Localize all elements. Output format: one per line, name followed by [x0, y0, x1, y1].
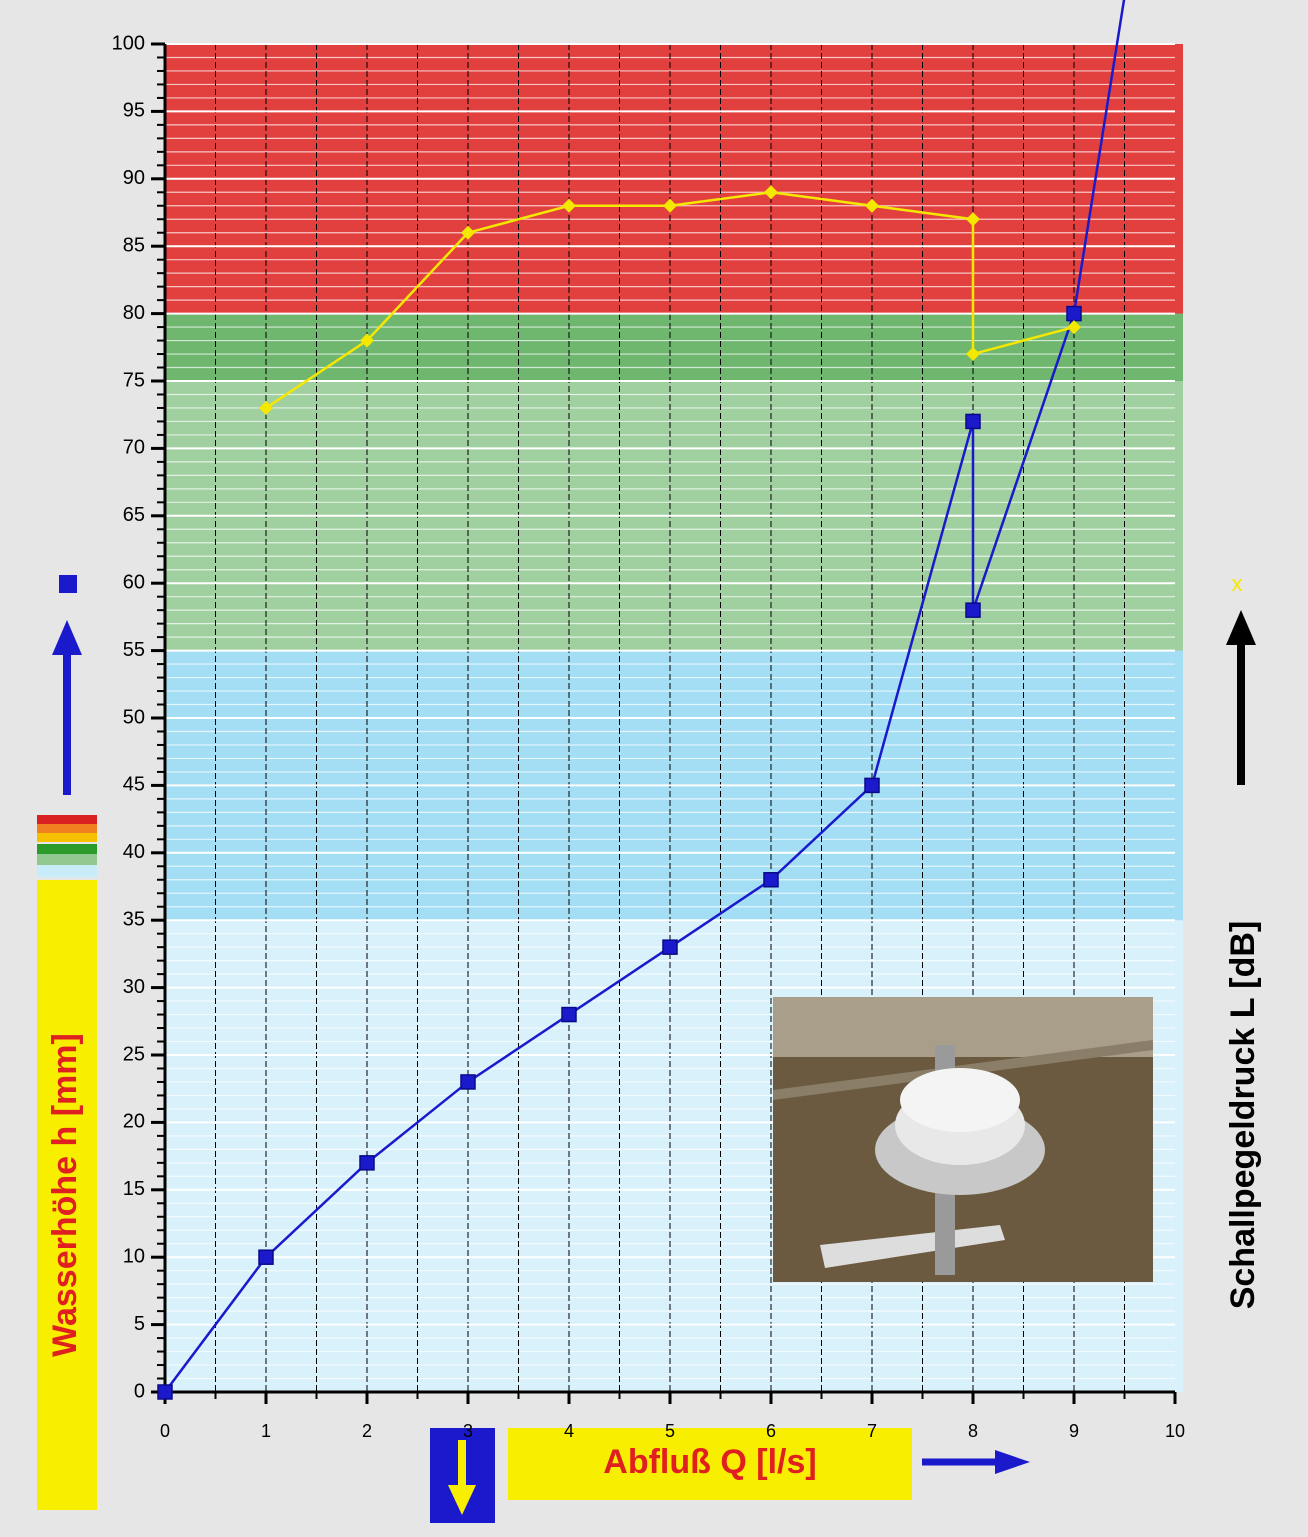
x-tick-label: 3 [463, 1421, 473, 1441]
marker [460, 1074, 476, 1090]
marker [864, 777, 880, 794]
marker [1066, 305, 1082, 322]
y-tick-label: 10 [123, 1245, 145, 1267]
x-tick-label: 0 [160, 1421, 170, 1441]
photo-inset [773, 997, 1153, 1282]
y-tick-label: 30 [123, 976, 145, 998]
x-tick-label: 1 [261, 1421, 271, 1441]
y2-axis-label: Schallpegeldruck L [dB] [1224, 921, 1262, 1310]
x-tick-label: 9 [1069, 1421, 1079, 1441]
marker [763, 872, 779, 888]
x-axis-label: Abfluß Q [l/s] [603, 1443, 816, 1481]
marker [561, 1006, 577, 1023]
y-tick-label: 70 [123, 437, 145, 459]
marker [965, 602, 981, 618]
x-tick-label: 5 [665, 1421, 675, 1441]
y-tick-label: 90 [123, 167, 145, 189]
marker [966, 347, 980, 362]
y-tick-label: 20 [123, 1111, 145, 1133]
marker [1067, 320, 1081, 335]
x-tick-label: 2 [362, 1421, 372, 1441]
marker [359, 1155, 375, 1171]
y-tick-label: 50 [123, 706, 145, 728]
marker [258, 1249, 274, 1265]
y-tick-label: 95 [123, 100, 145, 122]
marker [662, 939, 678, 955]
y-tick-label: 65 [123, 504, 145, 526]
marker [259, 400, 273, 415]
series-line [265, 191, 1075, 409]
y-tick-label: 0 [134, 1380, 145, 1402]
y-tick-label: 45 [123, 774, 145, 796]
x-tick-label: 4 [564, 1421, 574, 1441]
y-tick-label: 25 [123, 1043, 145, 1065]
marker [663, 198, 677, 213]
legend-left [37, 575, 1256, 1523]
marker [966, 212, 980, 227]
y-tick-label: 15 [123, 1178, 145, 1200]
y-tick-label: 40 [123, 841, 145, 863]
band [165, 313, 1183, 381]
y-tick-label: 75 [123, 369, 145, 391]
y-tick-label: 100 [112, 32, 145, 54]
y-tick-label: 5 [134, 1313, 145, 1335]
y-tick-label: 55 [123, 639, 145, 661]
marker [764, 185, 778, 200]
x-tick-label: 7 [867, 1421, 877, 1441]
y2-symbol: x [1232, 571, 1243, 596]
x-tick-label: 8 [968, 1421, 978, 1441]
y-tick-label: 35 [123, 908, 145, 930]
y-axis-label: Wasserhöhe h [mm] [46, 1033, 84, 1357]
x-tick-label: 6 [766, 1421, 776, 1441]
marker [157, 1384, 173, 1400]
y-tick-label: 85 [123, 234, 145, 256]
marker [461, 225, 475, 240]
y-tick-label: 80 [123, 302, 145, 324]
y-tick-label: 60 [123, 571, 145, 593]
marker [865, 198, 879, 213]
series-line [165, 0, 1126, 1392]
marker [965, 413, 981, 430]
marker [562, 198, 576, 213]
x-tick-label: 10 [1165, 1421, 1185, 1441]
marker [360, 333, 374, 348]
